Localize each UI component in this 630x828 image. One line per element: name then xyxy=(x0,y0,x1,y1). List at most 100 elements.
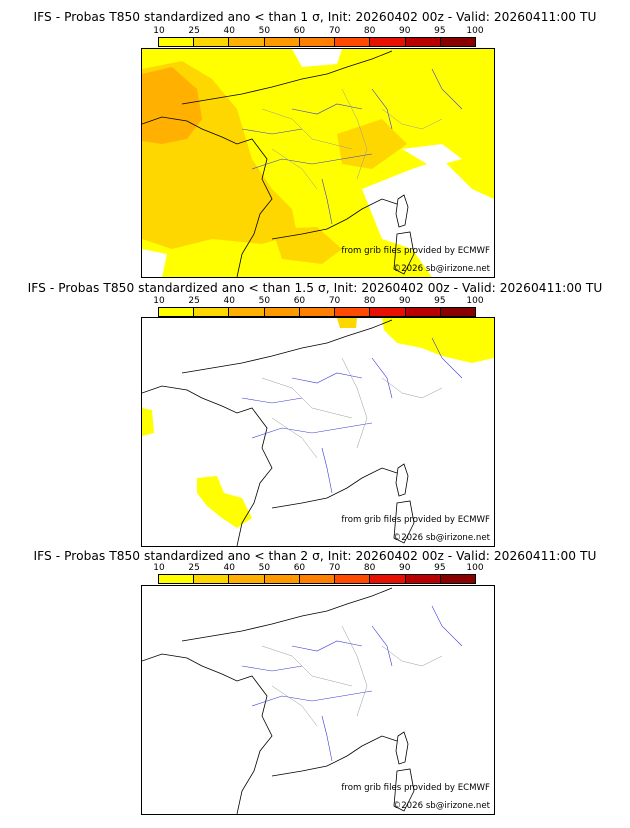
colorbar-swatch xyxy=(405,308,441,316)
rivers xyxy=(241,605,463,762)
prob-field-low-sw xyxy=(142,249,167,277)
colorbar-tick-label: 80 xyxy=(363,296,376,306)
colorbar-labels: 10 25 40 50 60 70 80 90 95 100 xyxy=(153,296,483,306)
credit-copyright: ©2026 sb@irizone.net xyxy=(392,533,490,543)
colorbar-tick-label: 60 xyxy=(293,26,306,36)
panel-title: IFS - Probas T850 standardized ano < tha… xyxy=(27,281,603,295)
colorbar-tick-label: 60 xyxy=(293,563,306,573)
colorbar-swatch xyxy=(440,575,475,583)
panel-title: IFS - Probas T850 standardized ano < tha… xyxy=(33,549,597,563)
colorbar-tick-label: 100 xyxy=(466,563,484,573)
colorbar-tick-label: 70 xyxy=(328,296,341,306)
island-sardinia xyxy=(393,231,415,275)
colorbar-swatch xyxy=(159,308,195,316)
coastline-channel xyxy=(181,50,393,105)
colorbar-tick-label: 90 xyxy=(399,26,411,36)
colorbar-swatch xyxy=(229,38,265,46)
coastline-channel xyxy=(181,319,393,374)
colorbar-labels: 10 25 40 50 60 70 80 90 95 100 xyxy=(153,563,483,573)
prob-field-west-2 xyxy=(197,476,252,528)
colorbar-tick-label: 10 xyxy=(153,296,165,306)
prob-field-north xyxy=(337,318,357,328)
colorbar-swatch xyxy=(264,308,300,316)
credit-copyright: ©2026 sb@irizone.net xyxy=(392,264,490,274)
rivers xyxy=(241,337,463,494)
colorbar-tick-label: 50 xyxy=(258,563,271,573)
coastline-channel xyxy=(181,587,393,642)
prob-field-west-1 xyxy=(142,408,154,436)
colorbar-swatch xyxy=(405,575,441,583)
colorbar: 10 25 40 50 60 70 80 90 95 100 xyxy=(153,296,484,318)
colorbar-tick-label: 50 xyxy=(258,26,271,36)
colorbar-swatch xyxy=(299,575,336,583)
colorbar-tick-label: 10 xyxy=(153,26,165,36)
coastline-med xyxy=(271,198,398,240)
colorbar: 10 25 40 50 60 70 80 90 95 100 xyxy=(153,26,484,48)
colorbar-swatches xyxy=(158,307,476,317)
colorbar-swatch xyxy=(229,575,265,583)
colorbar-swatch xyxy=(194,308,230,316)
colorbar-swatch xyxy=(440,38,475,46)
panel-title: IFS - Probas T850 standardized ano < tha… xyxy=(33,10,597,24)
colorbar-tick-label: 10 xyxy=(153,563,165,573)
colorbar-tick-label: 25 xyxy=(188,26,200,36)
map-canvas xyxy=(142,587,463,814)
admin-borders xyxy=(261,88,443,190)
colorbar: 10 25 40 50 60 70 80 90 95 100 xyxy=(153,563,484,585)
island-sardinia xyxy=(393,768,415,812)
prob-field-low-sea xyxy=(362,159,494,277)
colorbar-tick-label: 95 xyxy=(434,563,446,573)
colorbar-swatches xyxy=(158,574,476,584)
probability-map[interactable]: from grib files provided by ECMWF ©2026 … xyxy=(141,48,495,278)
colorbar-tick-label: 40 xyxy=(223,563,235,573)
colorbar-labels: 10 25 40 50 60 70 80 90 95 100 xyxy=(153,26,483,36)
colorbar-swatch xyxy=(405,38,441,46)
probability-map[interactable]: from grib files provided by ECMWF ©2026 … xyxy=(141,585,495,815)
prob-field-low-nw xyxy=(292,49,342,67)
colorbar-tick-label: 80 xyxy=(363,563,376,573)
probability-map[interactable]: from grib files provided by ECMWF ©2026 … xyxy=(141,317,495,547)
prob-field-ne xyxy=(382,318,494,363)
colorbar-tick-label: 90 xyxy=(399,563,411,573)
colorbar-swatch xyxy=(159,575,195,583)
colorbar-tick-label: 40 xyxy=(223,296,235,306)
admin-borders xyxy=(261,625,443,727)
coastline xyxy=(142,385,273,546)
prob-field-low-east xyxy=(402,144,462,167)
colorbar-swatch xyxy=(335,38,371,46)
coastline xyxy=(142,653,273,814)
colorbar-swatch xyxy=(335,308,371,316)
admin-borders xyxy=(261,357,443,459)
colorbar-tick-label: 50 xyxy=(258,296,271,306)
map-canvas xyxy=(142,49,494,277)
island-corsica xyxy=(395,194,409,228)
colorbar-tick-label: 70 xyxy=(328,563,341,573)
map-canvas xyxy=(142,318,494,546)
colorbar-swatch xyxy=(229,308,265,316)
colorbar-swatch xyxy=(264,38,300,46)
prob-field-40-50 xyxy=(142,67,202,144)
credit-copyright: ©2026 sb@irizone.net xyxy=(392,801,490,811)
colorbar-tick-label: 80 xyxy=(363,26,376,36)
credit-source: from grib files provided by ECMWF xyxy=(341,246,490,256)
coastline-med xyxy=(271,735,398,777)
colorbar-swatches xyxy=(158,37,476,47)
rivers xyxy=(241,68,463,225)
island-corsica xyxy=(395,463,409,497)
colorbar-swatch xyxy=(159,38,195,46)
colorbar-tick-label: 40 xyxy=(223,26,235,36)
colorbar-swatch xyxy=(335,575,371,583)
colorbar-swatch xyxy=(194,38,230,46)
colorbar-tick-label: 70 xyxy=(328,26,341,36)
colorbar-tick-label: 25 xyxy=(188,563,200,573)
colorbar-swatch xyxy=(264,575,300,583)
credit-source: from grib files provided by ECMWF xyxy=(341,783,490,793)
island-sardinia xyxy=(393,500,415,544)
colorbar-tick-label: 95 xyxy=(434,26,446,36)
colorbar-tick-label: 25 xyxy=(188,296,200,306)
credit-source: from grib files provided by ECMWF xyxy=(341,515,490,525)
colorbar-swatch xyxy=(299,308,336,316)
colorbar-tick-label: 100 xyxy=(466,26,484,36)
colorbar-swatch xyxy=(299,38,336,46)
colorbar-tick-label: 100 xyxy=(466,296,484,306)
